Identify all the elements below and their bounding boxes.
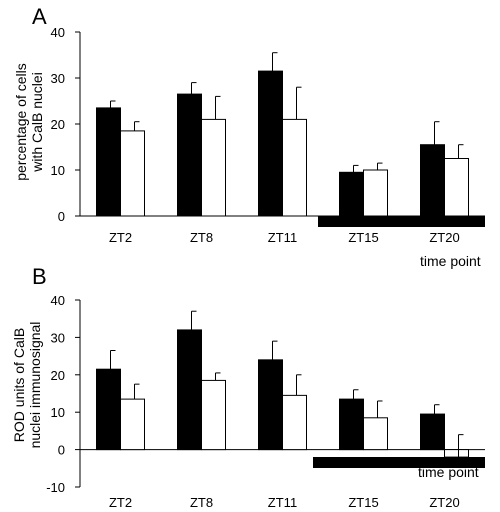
bar [177, 329, 202, 451]
dark-phase-bar [318, 216, 485, 227]
bar [444, 158, 469, 217]
y-axis-label-line-1: ROD units of CalB [11, 328, 27, 442]
category-label: ZT20 [429, 230, 459, 245]
y-axis-label: ROD units of CalB nuclei immunosignal [11, 322, 43, 449]
y-tick-label: 20 [51, 117, 65, 132]
y-axis-label: percentage of cells with CalB nuclei [13, 63, 45, 181]
bar [177, 93, 202, 217]
bar [363, 169, 388, 217]
category-labels: ZT2 ZT8 ZT11 ZT15 ZT20 [109, 495, 460, 510]
category-label: ZT8 [190, 230, 213, 245]
bars [96, 52, 469, 217]
y-tick-label: 30 [51, 71, 65, 86]
x-axis-label: time point [420, 253, 481, 269]
y-tick-label: 0 [58, 209, 65, 224]
bar [282, 118, 307, 217]
y-tick-label: 40 [51, 293, 65, 308]
bar [420, 144, 445, 217]
y-tick-label: 0 [58, 443, 65, 458]
y-axis-label-line-2: with CalB nuclei [29, 72, 45, 173]
y-tick-label: 20 [51, 368, 65, 383]
y-axis-label-line-2: nuclei immunosignal [27, 322, 43, 449]
category-label: ZT2 [109, 230, 132, 245]
bar [444, 449, 469, 458]
bar [96, 368, 121, 451]
bar [363, 417, 388, 451]
category-label: ZT15 [348, 495, 378, 510]
bar [282, 394, 307, 451]
y-tick-label: 10 [51, 405, 65, 420]
y-ticks: -10 0 10 20 30 40 [46, 293, 485, 495]
panel-a: A percentage of cells with CalB nuclei 0… [13, 4, 485, 269]
category-label: ZT11 [268, 230, 297, 245]
category-label: ZT8 [190, 495, 213, 510]
bar [201, 379, 226, 451]
category-label: ZT15 [348, 230, 378, 245]
panel-letter: B [32, 264, 47, 289]
bar [258, 359, 283, 451]
category-label: ZT20 [429, 495, 459, 510]
bar [420, 413, 445, 451]
x-axis-label: time point [418, 464, 479, 480]
y-tick-label: 30 [51, 330, 65, 345]
panel-letter: A [32, 4, 47, 29]
bar [339, 398, 364, 451]
bar [258, 70, 283, 217]
category-labels: ZT2 ZT8 ZT11 ZT15 ZT20 [109, 230, 460, 245]
bar [96, 107, 121, 217]
bar [120, 398, 145, 451]
y-tick-label: 40 [51, 25, 65, 40]
y-tick-label: -10 [46, 480, 65, 495]
category-label: ZT2 [109, 495, 132, 510]
dark-phase-bar [313, 457, 485, 468]
category-label: ZT11 [268, 495, 297, 510]
bar [120, 130, 145, 217]
bar [201, 118, 226, 217]
bar [339, 171, 364, 217]
panel-b: B ROD units of CalB nuclei immunosignal … [11, 264, 485, 510]
bars [96, 310, 469, 458]
y-tick-label: 10 [51, 163, 65, 178]
y-axis-label-line-1: percentage of cells [13, 63, 29, 181]
